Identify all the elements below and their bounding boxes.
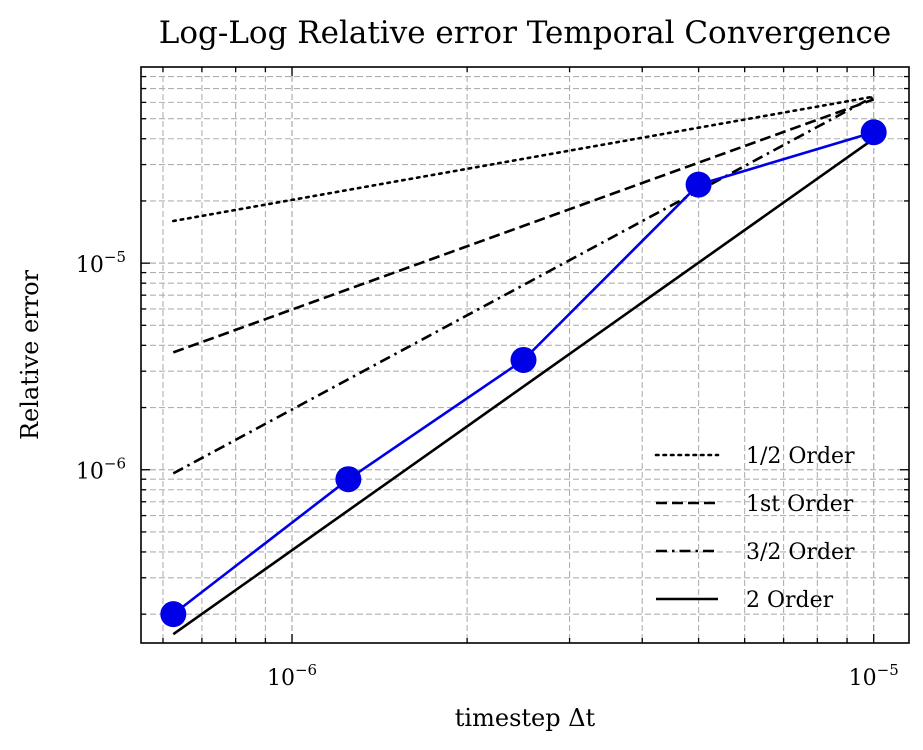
data-point-marker (160, 601, 187, 628)
plot-frame (140, 66, 910, 644)
legend-label: 1/2 Order (746, 444, 855, 469)
series-line (172, 95, 875, 475)
legend-label: 2 Order (746, 588, 834, 613)
plot-series (160, 95, 887, 636)
data-point-marker (510, 346, 537, 373)
data-point-marker (335, 466, 362, 493)
legend: 1/2 Order 1st Order 3/2 Order 2 Order (654, 444, 855, 613)
x-tick-label: 10−5 (849, 661, 899, 691)
axis-ticks: 10−6 10−5 10−6 10−5 (76, 67, 909, 691)
data-point-marker (860, 119, 887, 146)
x-tick-label: 10−6 (267, 661, 317, 691)
series-line (172, 98, 875, 354)
chart-title: Log-Log Relative error Temporal Converge… (159, 15, 891, 51)
data-point-marker (685, 171, 712, 198)
x-axis-label: timestep Δt (455, 704, 596, 732)
y-tick-label: 10−6 (76, 455, 126, 485)
y-tick-label: 10−5 (76, 248, 126, 278)
series-line (172, 95, 876, 223)
series-line (172, 137, 875, 636)
legend-label: 3/2 Order (746, 540, 855, 565)
y-axis-label: Relative error (16, 269, 44, 440)
legend-label: 1st Order (746, 492, 854, 517)
